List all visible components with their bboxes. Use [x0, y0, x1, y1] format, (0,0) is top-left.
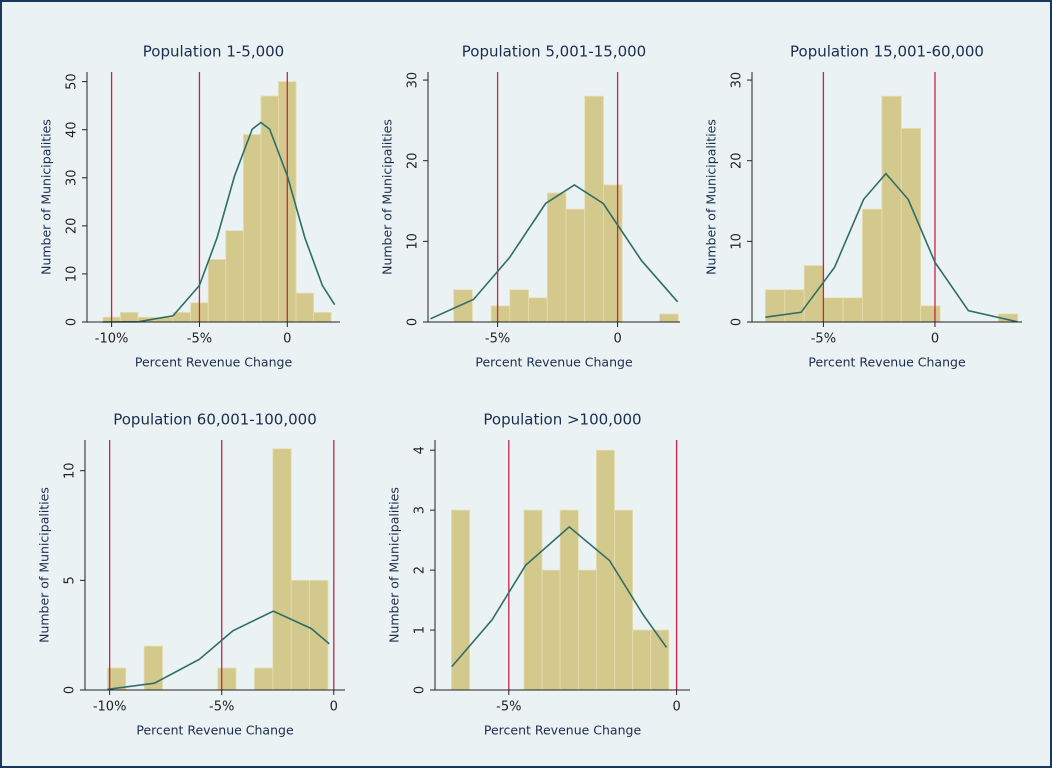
density-curve [102, 121, 336, 323]
bar [207, 259, 227, 323]
bar [900, 128, 922, 323]
bar [453, 289, 473, 323]
y-tick-label: 20 [406, 152, 421, 169]
y-tick-label: 3 [413, 506, 428, 514]
bar [272, 448, 292, 691]
bar [541, 569, 561, 691]
y-tick-label: 10 [406, 233, 421, 250]
x-tick-label: -5% [496, 700, 521, 715]
x-tick-label: 0 [283, 332, 291, 347]
bar [842, 297, 863, 323]
bar [823, 297, 844, 323]
bar [862, 208, 883, 323]
y-tick-label: 0 [63, 686, 78, 694]
y-tick-label: 30 [406, 72, 421, 89]
density-curve [430, 183, 679, 320]
x-axis-label: Percent Revenue Change [484, 723, 642, 738]
bar [546, 192, 567, 323]
y-tick-label: 10 [730, 233, 745, 250]
x-axis-label: Percent Revenue Change [136, 723, 294, 738]
bar [242, 134, 262, 323]
bar [584, 95, 604, 323]
x-axis-label: Percent Revenue Change [808, 355, 966, 370]
x-tick-label: -5% [209, 700, 234, 715]
x-axis-label: Percent Revenue Change [475, 355, 633, 370]
panel-title: Population 5,001-15,000 [462, 43, 646, 61]
y-tick-label: 20 [730, 152, 745, 169]
y-tick-label: 30 [65, 169, 80, 186]
bar [784, 289, 805, 323]
density-curve [107, 610, 330, 691]
x-tick-label: -10% [95, 332, 129, 347]
y-tick-label: 40 [65, 121, 80, 138]
y-tick-label: 0 [413, 686, 428, 694]
bar [509, 289, 529, 323]
x-tick-label: 0 [931, 332, 939, 347]
x-axis-label: Percent Revenue Change [135, 355, 293, 370]
bar [559, 509, 579, 691]
bar [313, 311, 332, 323]
bar [614, 509, 634, 691]
y-tick-label: 0 [406, 318, 421, 326]
y-tick-label: 5 [63, 576, 78, 584]
bar [119, 311, 139, 323]
bar [523, 509, 543, 691]
bar [290, 579, 310, 691]
bar [490, 305, 511, 323]
bar [595, 449, 615, 691]
bar [295, 292, 315, 323]
density-curve [451, 525, 668, 668]
x-tick-label: -5% [811, 332, 836, 347]
bar [528, 297, 548, 323]
panel-title: Population 1-5,000 [143, 43, 284, 61]
panel-title: Population 60,001-100,000 [113, 411, 317, 429]
y-axis-label: Number of Municipalities [380, 119, 395, 275]
y-tick-label: 30 [730, 72, 745, 89]
bar [659, 313, 679, 323]
y-axis-label: Number of Municipalities [39, 119, 54, 275]
bar [254, 667, 274, 691]
y-tick-label: 1 [413, 626, 428, 634]
bar [225, 230, 244, 323]
density-curve [765, 172, 1018, 323]
bar [217, 667, 237, 691]
y-tick-label: 10 [63, 462, 78, 479]
y-tick-label: 0 [730, 318, 745, 326]
x-tick-label: 0 [330, 700, 338, 715]
x-tick-label: -5% [187, 332, 212, 347]
x-tick-label: -5% [485, 332, 510, 347]
x-tick-label: 0 [672, 700, 680, 715]
y-axis-label: Number of Municipalities [704, 119, 719, 275]
x-tick-label: 0 [613, 332, 621, 347]
y-tick-label: 20 [65, 218, 80, 235]
panel-title: Population 15,001-60,000 [790, 43, 984, 61]
panel-title: Population >100,000 [483, 411, 641, 429]
y-tick-label: 10 [65, 266, 80, 283]
y-axis-label: Number of Municipalities [387, 487, 402, 643]
y-axis-label: Number of Municipalities [37, 487, 52, 643]
bar [565, 208, 586, 323]
bar [632, 629, 652, 691]
y-tick-label: 2 [413, 566, 428, 574]
bar [881, 95, 902, 323]
y-tick-label: 0 [65, 318, 80, 326]
bar [920, 305, 941, 323]
bar [603, 184, 623, 323]
bar [577, 569, 597, 691]
x-tick-label: -10% [93, 700, 127, 715]
y-tick-label: 4 [413, 446, 428, 454]
y-tick-label: 50 [65, 73, 80, 90]
